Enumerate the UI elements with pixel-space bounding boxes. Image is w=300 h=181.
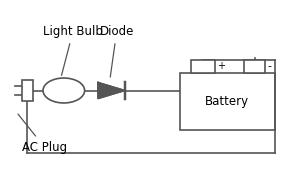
- Bar: [191, 60, 215, 73]
- Polygon shape: [98, 83, 125, 98]
- Text: Diode: Diode: [100, 25, 134, 77]
- Text: Battery: Battery: [205, 95, 249, 108]
- Bar: [244, 60, 265, 73]
- Text: -: -: [267, 61, 271, 71]
- Text: AC Plug: AC Plug: [18, 114, 67, 154]
- Text: Light Bulb: Light Bulb: [43, 25, 103, 75]
- Bar: [22, 80, 33, 101]
- Bar: [180, 73, 275, 130]
- Circle shape: [43, 78, 85, 103]
- Text: +: +: [217, 61, 225, 71]
